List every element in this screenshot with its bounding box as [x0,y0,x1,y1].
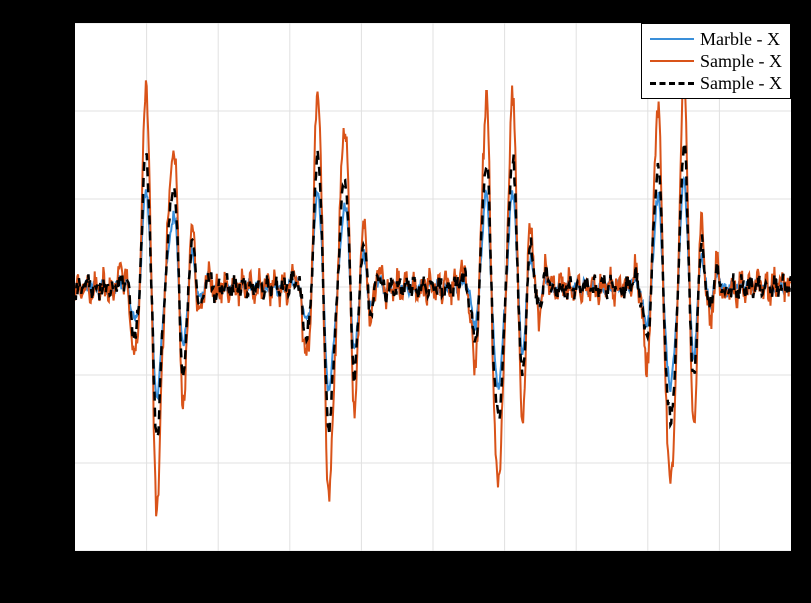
legend-entry: Sample - X [650,72,782,94]
legend-swatch [650,52,694,70]
legend-swatch [650,30,694,48]
legend-entry: Marble - X [650,28,782,50]
legend-label: Sample - X [700,73,782,94]
legend-line-icon [650,38,694,41]
legend-label: Marble - X [700,29,780,50]
chart-plot-area: Marble - X Sample - X Sample - X [74,22,792,552]
legend-line-icon [650,82,694,85]
legend-entry: Sample - X [650,50,782,72]
chart-legend: Marble - X Sample - X Sample - X [641,23,791,99]
chart-svg [75,23,791,551]
legend-line-icon [650,60,694,63]
legend-swatch [650,74,694,92]
legend-label: Sample - X [700,51,782,72]
